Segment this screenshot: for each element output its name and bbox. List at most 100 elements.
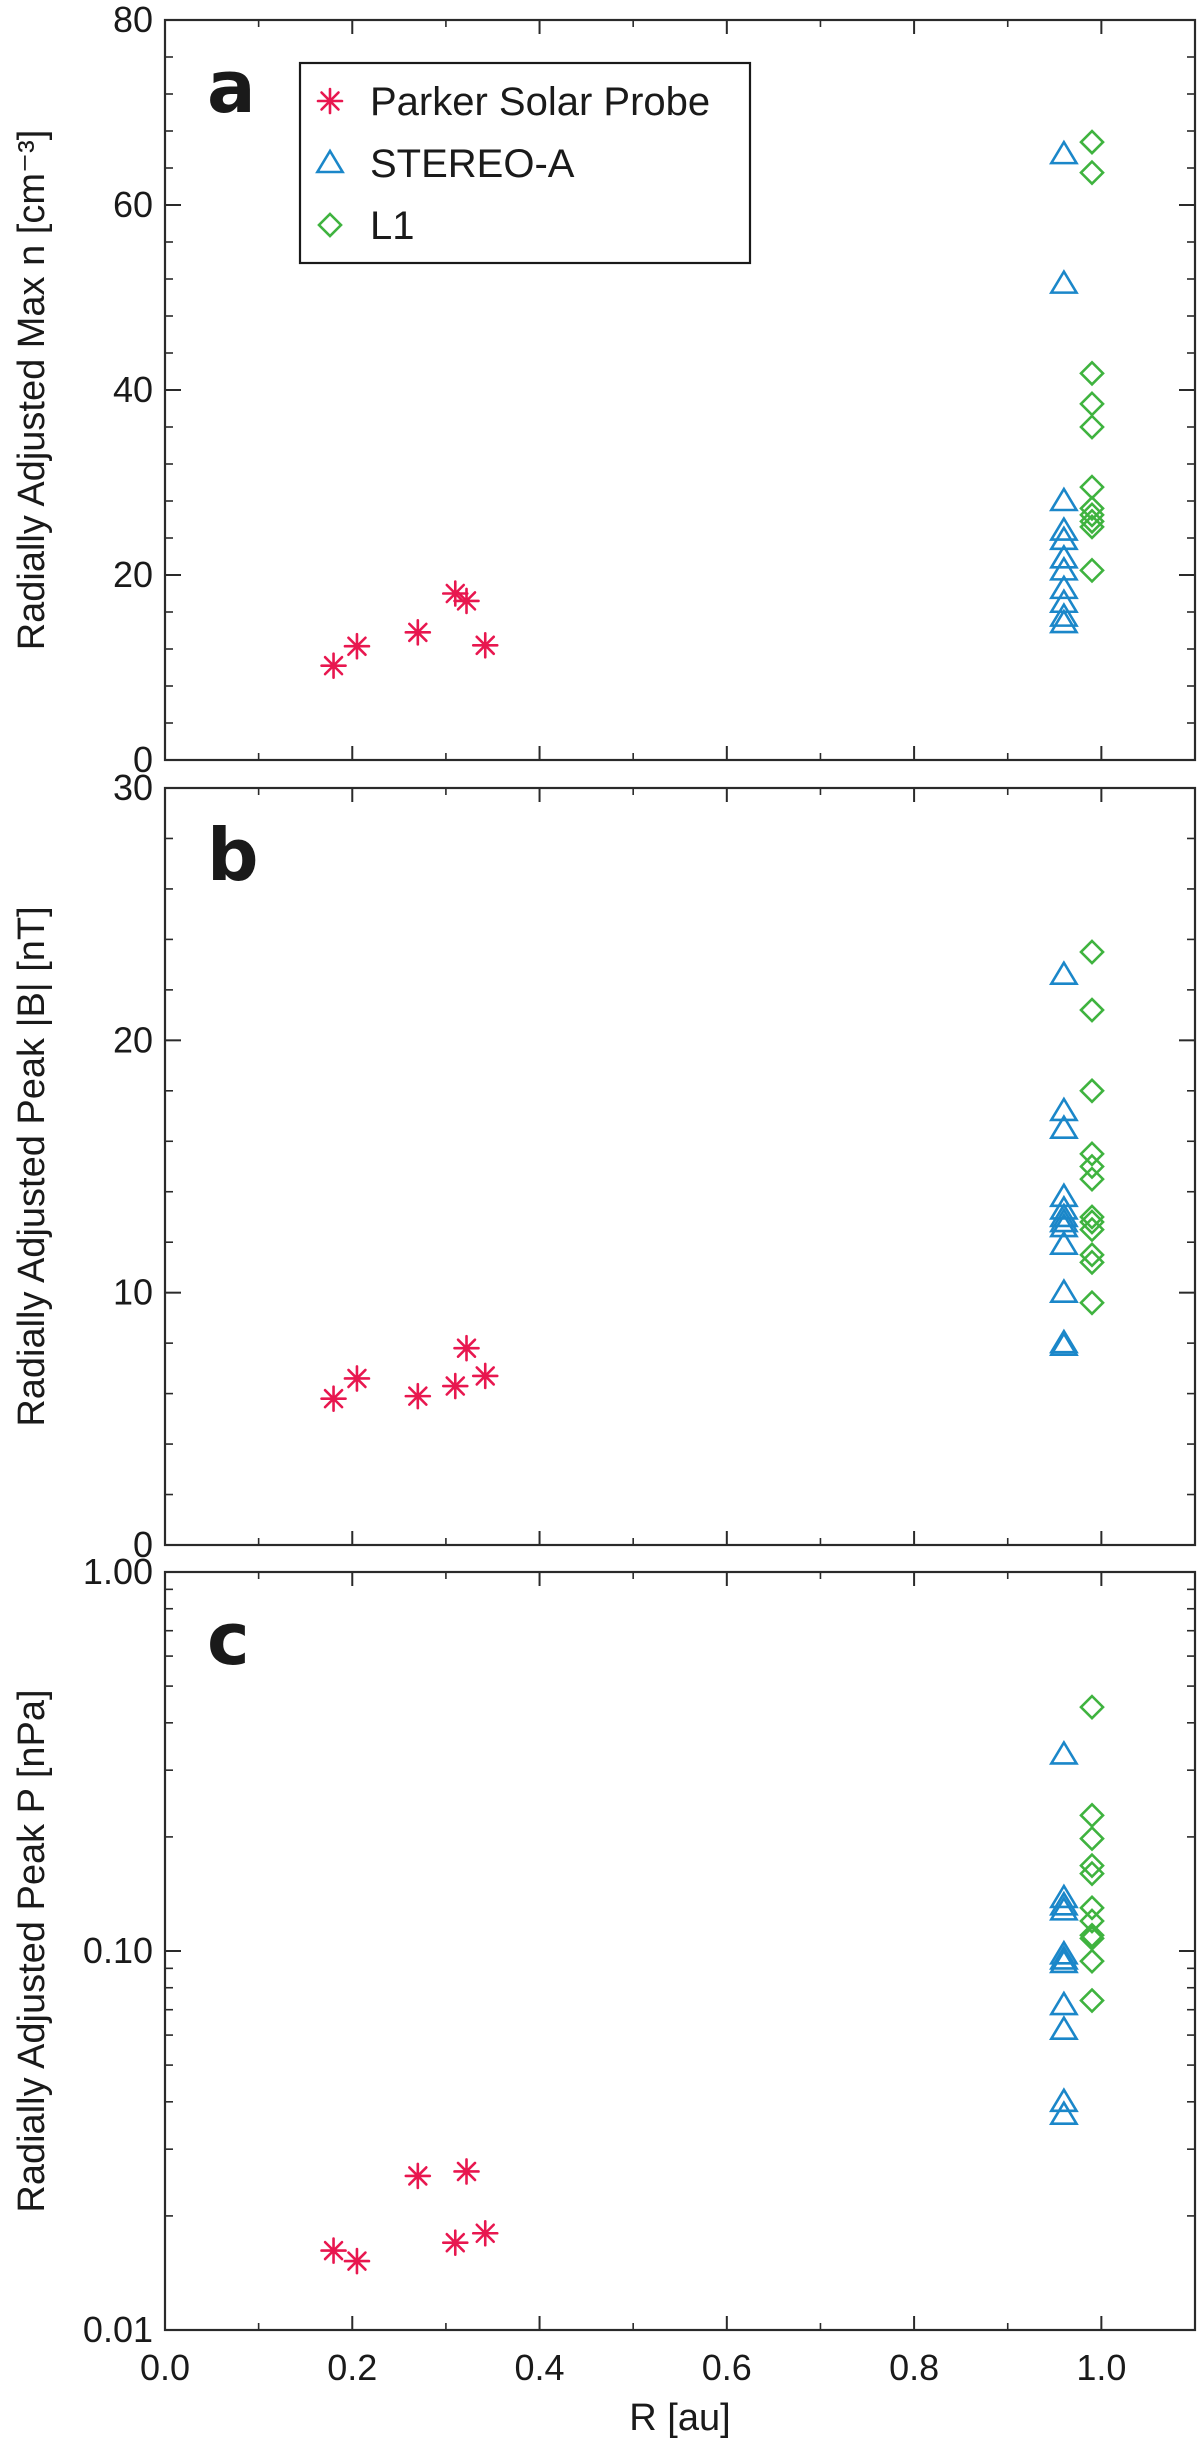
plot-frame <box>163 786 1197 1547</box>
diamond-point <box>1079 1825 1105 1852</box>
x-tick-label: 0.8 <box>889 2347 939 2388</box>
diamond-point <box>1079 939 1105 965</box>
triangle-point <box>1049 269 1079 294</box>
triangle-point <box>1049 1883 1079 1909</box>
asterisk-point <box>471 1362 499 1390</box>
diamond-point <box>1079 1987 1105 2014</box>
asterisk-point <box>471 2219 499 2247</box>
y-tick-label: 80 <box>113 0 153 40</box>
triangle-point <box>1049 1739 1079 1765</box>
plot-frame <box>163 1570 1197 2332</box>
triangle-point <box>1049 608 1079 634</box>
diamond-point <box>1079 1249 1105 1276</box>
asterisk-point <box>320 2237 347 2264</box>
legend-label: Parker Solar Probe <box>370 80 710 124</box>
triangle-point <box>1049 1096 1079 1122</box>
y-tick-label: 30 <box>113 767 153 808</box>
asterisk-point <box>453 587 480 615</box>
legend-label: L1 <box>370 204 415 248</box>
asterisk-point <box>343 1365 371 1392</box>
diamond-point <box>1079 414 1105 440</box>
asterisk-point <box>471 632 499 659</box>
panel-label: b <box>207 813 259 897</box>
triangle-point <box>1049 960 1079 986</box>
y-tick-label: 10 <box>113 1272 153 1313</box>
triangle-point <box>1049 1194 1079 1220</box>
diamond-point <box>1079 502 1105 528</box>
x-tick-label: 1.0 <box>1076 2347 1126 2388</box>
diamond-point <box>1079 1289 1105 1316</box>
diamond-point <box>1079 474 1105 500</box>
legend-label: STEREO-A <box>370 142 575 186</box>
diamond-point <box>1079 1209 1105 1235</box>
x-axis-title: R [au] <box>629 2397 730 2439</box>
asterisk-point <box>453 1334 480 1362</box>
diamond-point <box>1079 495 1105 522</box>
triangle-point <box>1049 1890 1079 1916</box>
panel-c: 0.01 0.10 1.00 0.0 0.2 0.4 0.6 0.8 1.0 Radially A… <box>11 1551 1197 2439</box>
triangle-point <box>1049 1202 1079 1228</box>
asterisk-point <box>343 632 371 660</box>
series-stereo-a <box>1049 139 1079 634</box>
asterisk-point <box>404 2162 432 2190</box>
legend-marker-asterisk <box>316 87 344 115</box>
series-l1 <box>1079 939 1105 1316</box>
triangle-point <box>1049 602 1079 627</box>
series-stereo-a <box>1049 960 1079 1356</box>
diamond-point <box>1079 1204 1105 1230</box>
diamond-point <box>1079 129 1105 155</box>
diamond-point <box>1079 1860 1105 1887</box>
series-l1 <box>1079 129 1105 584</box>
asterisk-point <box>441 1372 469 1400</box>
triangle-point <box>1049 1278 1079 1303</box>
x-tick-label: 0.2 <box>327 2347 377 2388</box>
asterisk-point <box>343 2247 371 2275</box>
asterisk-point <box>404 1382 432 1410</box>
diamond-point <box>1079 391 1105 417</box>
y-axis-title: Radially Adjusted Peak |B| [nT] <box>11 906 53 1426</box>
legend-frame <box>298 61 752 265</box>
triangle-point <box>1049 1895 1079 1921</box>
triangle-point <box>1049 543 1079 569</box>
series-parker-solar-probe <box>320 580 499 679</box>
x-tick-label: 0.0 <box>140 2347 190 2388</box>
y-axis-title: Radially Adjusted Peak P [nPa] <box>11 1689 53 2212</box>
triangle-point <box>1049 486 1079 512</box>
series-l1 <box>1079 1694 1105 2014</box>
diamond-point <box>1079 1241 1105 1268</box>
series-parker-solar-probe <box>320 2158 499 2275</box>
diamond-point <box>1079 508 1105 535</box>
diamond-point <box>1079 1908 1105 1934</box>
asterisk-point <box>320 652 347 679</box>
y-tick-label: 1.00 <box>83 1551 153 1592</box>
diamond-point <box>1079 1948 1105 1975</box>
triangle-point <box>1049 1939 1079 1965</box>
asterisk-point <box>441 580 469 607</box>
diamond-point <box>1079 997 1105 1023</box>
series-stereo-a <box>1049 1739 1079 2125</box>
triangle-point <box>1049 2015 1079 2040</box>
y-tick-label: 0 <box>133 739 153 780</box>
diamond-point <box>1079 1694 1105 1720</box>
triangle-point <box>1049 1948 1079 1974</box>
legend: Parker Solar Probe STEREO-A L1 <box>298 61 752 265</box>
triangle-point <box>1049 574 1079 600</box>
triangle-point <box>1049 516 1079 541</box>
diamond-point <box>1079 557 1105 584</box>
asterisk-point <box>320 1385 347 1412</box>
diamond-point <box>1079 159 1105 186</box>
y-axis-title: Radially Adjusted Max n [cm⁻³] <box>11 130 53 651</box>
diamond-point <box>1079 514 1105 540</box>
legend-marker-diamond <box>317 212 343 238</box>
x-tick-label: 0.4 <box>515 2347 565 2388</box>
diamond-point <box>1079 1922 1105 1949</box>
diamond-point <box>1079 1802 1105 1829</box>
diamond-point <box>1079 1166 1105 1192</box>
y-tick-label: 20 <box>113 554 153 595</box>
diamond-point <box>1079 1894 1105 1921</box>
panel-label: c <box>207 1597 250 1681</box>
y-tick-label: 0.10 <box>83 1930 153 1971</box>
triangle-point <box>1049 139 1079 165</box>
y-tick-label: 60 <box>113 184 153 225</box>
